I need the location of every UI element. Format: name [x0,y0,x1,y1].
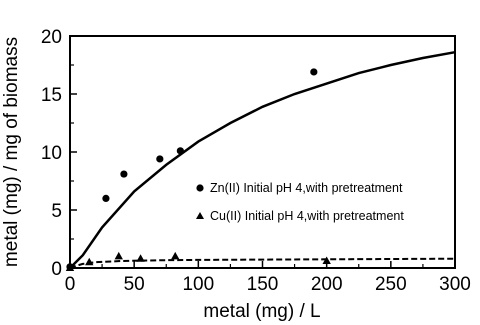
fit-curve-1 [69,257,456,269]
x-tick-label: 200 [311,274,343,295]
data-point-circle [102,194,110,202]
legend-marker-cu [196,212,204,219]
legend-marker-zn [196,184,204,192]
x-tick-label: 0 [65,274,76,295]
fit-lines [69,50,456,269]
y-axis-label: metal (mg) / mg of biomass [1,37,22,267]
x-tick-label: 150 [247,274,279,295]
x-axis-ticks: 0 50 100 150 200 250 300 [65,261,471,295]
data-point-triangle [136,254,145,262]
y-tick-label: 10 [41,143,62,164]
data-point-triangle [65,263,75,271]
y-tick-label: 0 [51,259,62,280]
x-tick-label: 100 [182,274,214,295]
legend: Zn(II) Initial pH 4,with pretreatment Cu… [196,181,404,223]
data-point-circle [156,155,164,163]
fit-curve-0 [69,50,456,269]
y-axis-ticks: 0 5 10 15 20 [41,27,77,280]
plot-frame [69,35,456,269]
data-point-triangle [171,251,180,260]
y-tick-label: 15 [41,85,62,106]
data-markers [65,68,331,271]
data-point-circle [176,147,184,155]
data-point-triangle [322,256,331,265]
data-point-circle [310,68,318,76]
x-tick-label: 250 [375,274,407,295]
y-tick-label: 20 [41,27,62,48]
legend-label-cu: Cu(II) Initial pH 4,with pretreatment [210,209,404,223]
y-tick-label: 5 [51,201,62,222]
data-point-triangle [114,251,123,260]
legend-label-zn: Zn(II) Initial pH 4,with pretreatment [210,181,403,195]
data-point-triangle [85,257,94,266]
data-point-circle [120,170,128,178]
x-tick-label: 50 [124,274,145,295]
x-axis-label: metal (mg) / L [203,301,320,322]
x-tick-label: 300 [439,274,471,295]
